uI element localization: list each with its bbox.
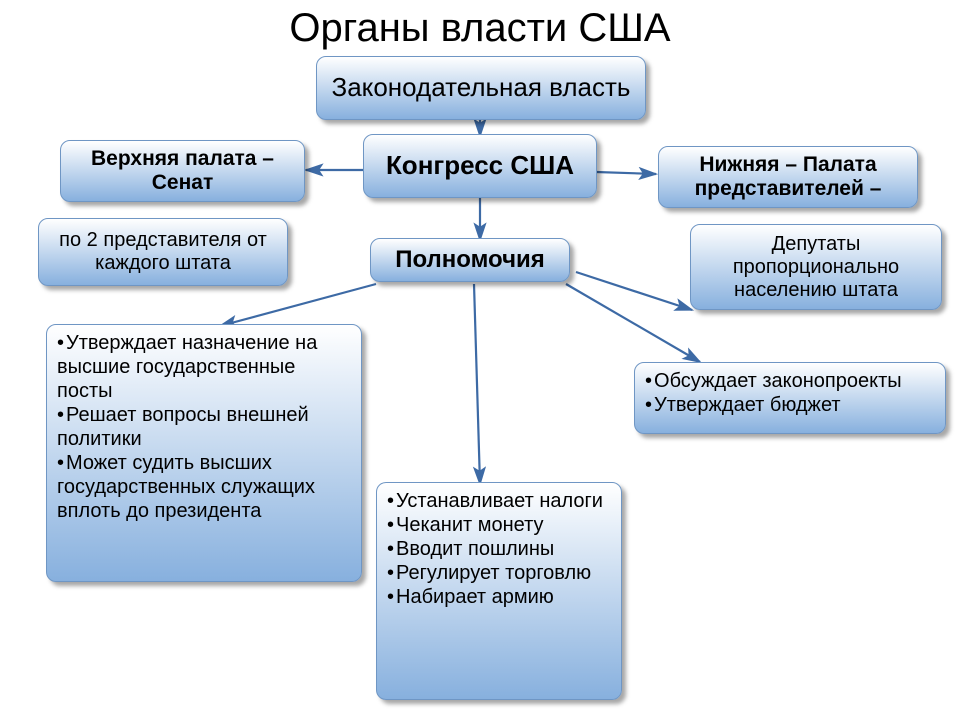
arrow xyxy=(576,272,692,310)
list-item: Чеканит монету xyxy=(387,513,611,537)
arrow xyxy=(474,284,480,484)
node-senate: Верхняя палата – Сенат xyxy=(60,140,305,202)
arrow xyxy=(220,284,376,326)
list-item: Решает вопросы внешней политики xyxy=(57,403,351,451)
list-item: Регулирует торговлю xyxy=(387,561,611,585)
node-congress: Конгресс США xyxy=(363,134,597,198)
list-left: Утверждает назначение на высшие государс… xyxy=(46,324,362,582)
list-center: Устанавливает налогиЧеканит монетуВводит… xyxy=(376,482,622,700)
node-house: Нижняя – Палата представителей – xyxy=(658,146,918,208)
list-item: Набирает армию xyxy=(387,585,611,609)
arrow xyxy=(596,172,656,174)
list-item: Устанавливает налоги xyxy=(387,489,611,513)
list-item: Утверждает бюджет xyxy=(645,393,935,417)
list-item: Утверждает назначение на высшие государс… xyxy=(57,331,351,403)
node-legislative: Законодательная власть xyxy=(316,56,646,120)
list-item: Вводит пошлины xyxy=(387,537,611,561)
arrow xyxy=(566,284,700,362)
list-right: Обсуждает законопроектыУтверждает бюджет xyxy=(634,362,946,434)
node-house-note: Депутаты пропорционально населению штата xyxy=(690,224,942,310)
page-title: Органы власти США xyxy=(0,6,960,51)
list-item: Может судить высших государственных служ… xyxy=(57,451,351,523)
node-powers: Полномочия xyxy=(370,238,570,282)
node-senate-note: по 2 представителя от каждого штата xyxy=(38,218,288,286)
list-item: Обсуждает законопроекты xyxy=(645,369,935,393)
